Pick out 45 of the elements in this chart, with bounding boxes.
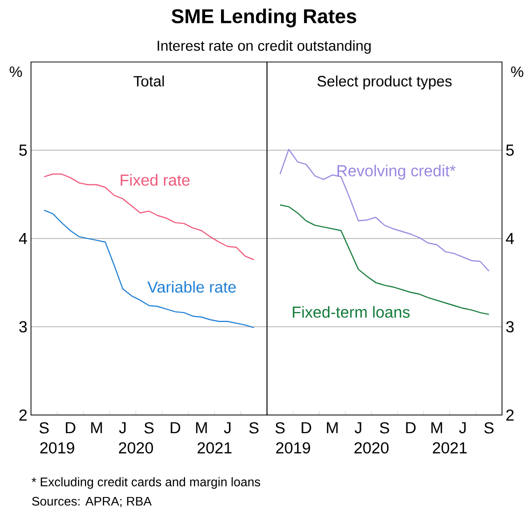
text: 2021 (432, 442, 467, 454)
text: 2019 (276, 442, 310, 454)
line-series (44, 174, 254, 260)
x-tick-label: M (196, 422, 207, 434)
x-tick-label: J (459, 422, 466, 434)
text: 2019 (40, 442, 74, 454)
series-label: Variable rate (147, 281, 236, 293)
series-label: Fixed rate (120, 174, 190, 186)
text: Total (134, 76, 164, 86)
y-tick-label: 2 (19, 409, 27, 421)
x-tick-label: M (91, 422, 102, 434)
x-tick-label: D (302, 422, 312, 434)
x-tick-label: J (119, 422, 126, 434)
text: 2020 (354, 442, 389, 454)
y-tick-label: 2 (506, 409, 514, 421)
text: * Excluding credit cards and margin loans (32, 477, 260, 489)
x-tick-label: M (326, 422, 338, 434)
x-tick-label: S (144, 422, 154, 434)
y-tick-label: 4 (18, 233, 28, 244)
y-axis-title: % (10, 66, 22, 77)
series-label: Revolving credit* (338, 164, 456, 180)
x-tick-label: J (224, 422, 230, 434)
y-tick-label: 5 (19, 144, 27, 156)
y-tick-label: 4 (506, 233, 514, 244)
text: Select product types (317, 76, 452, 90)
y-axis-title: % (511, 66, 524, 77)
x-tick-label: S (249, 422, 258, 434)
y-tick-label: 5 (506, 144, 514, 156)
x-tick-label: S (275, 422, 285, 434)
text: SME Lending Rates (172, 8, 356, 28)
x-tick-label: M (431, 422, 442, 434)
y-tick-label: 3 (19, 321, 27, 332)
x-tick-label: S (484, 422, 494, 434)
text: 2020 (118, 442, 153, 454)
x-tick-label: J (354, 422, 362, 434)
y-tick-label: 3 (506, 321, 514, 332)
text: 2021 (198, 442, 232, 454)
x-tick-label: S (40, 422, 49, 434)
x-tick-label: D (170, 422, 180, 434)
series-label: Fixed-term loans (292, 306, 410, 318)
source-note: Sources: APRA; RBA (32, 496, 152, 508)
x-tick-label: D (406, 422, 416, 434)
x-tick-label: S (380, 422, 390, 434)
x-tick-label: D (66, 422, 76, 434)
text: Interest rate on credit outstanding (158, 40, 371, 54)
